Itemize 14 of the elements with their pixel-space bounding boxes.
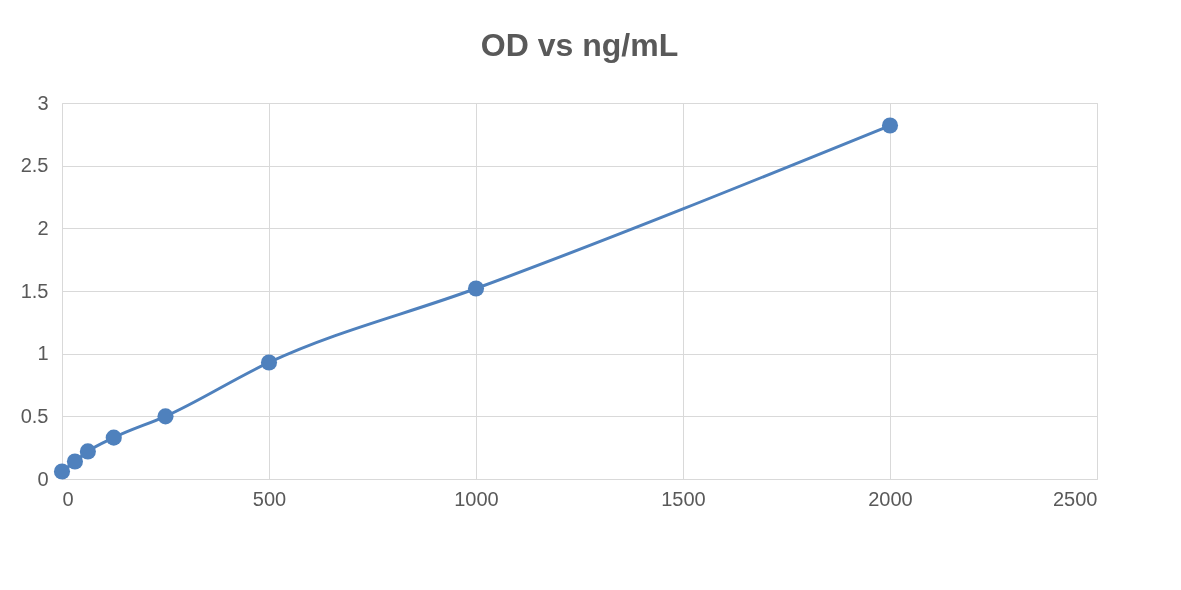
x-tick-label: 1500: [661, 487, 706, 510]
y-tick-label: 0.5: [20, 404, 49, 427]
chart-title: OD vs ng/mL: [480, 27, 679, 63]
y-tick-label: 1: [37, 342, 49, 365]
x-tick-label: 2000: [868, 487, 913, 510]
y-tick-label: 2: [37, 216, 49, 239]
x-tick-label: 0: [62, 487, 74, 510]
y-tick-label: 0: [37, 467, 49, 490]
x-tick-label: 1000: [454, 487, 499, 510]
x-tick-label: 2500: [1053, 487, 1098, 510]
y-tick-label: 2.5: [20, 154, 49, 177]
y-tick-label: 3: [37, 91, 49, 114]
x-tick-label: 500: [252, 487, 287, 510]
y-tick-label: 1.5: [20, 279, 49, 302]
